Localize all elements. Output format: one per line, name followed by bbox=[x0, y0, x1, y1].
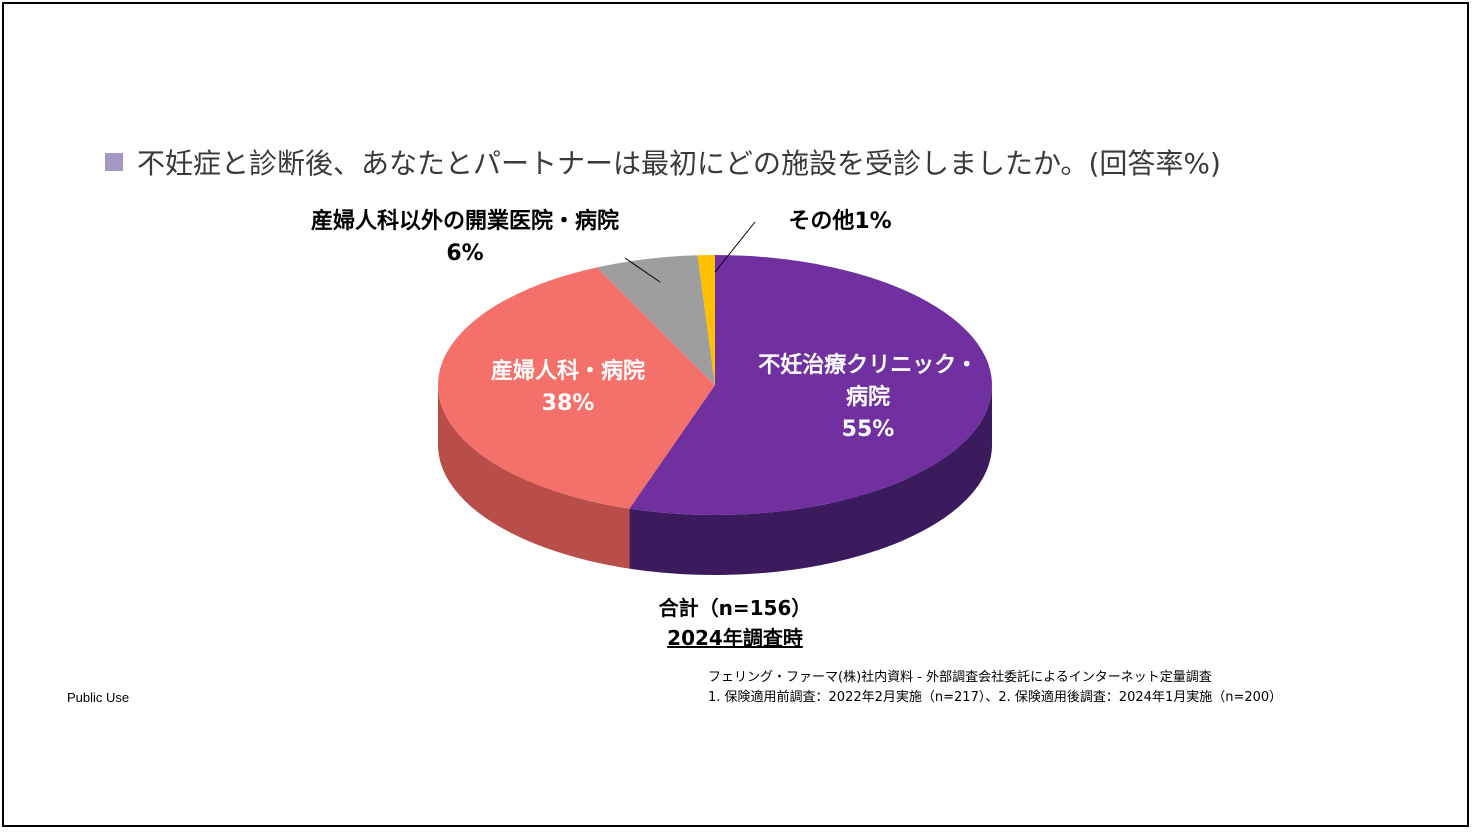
pie-side-1 bbox=[438, 385, 630, 569]
source-line-2: 1. 保険適用前調査：2022年2月実施（n=217）、2. 保険適用後調査：2… bbox=[708, 690, 1283, 705]
chart-caption-total: 合計（n=156） bbox=[658, 596, 812, 620]
source-note: フェリング・ファーマ(株)社内資料 - 外部調査会社委託によるインターネット定量… bbox=[708, 668, 1282, 708]
leader-line-other-clinic bbox=[624, 257, 661, 283]
pie-slice-2 bbox=[597, 255, 715, 385]
pie-slice-0 bbox=[629, 255, 992, 515]
slice-label-0-line-0: 不妊治療クリニック・ bbox=[758, 352, 978, 378]
chart-caption-year: 2024年調査時 bbox=[667, 626, 803, 650]
chart-title-row: 不妊症と診断後、あなたとパートナーは最初にどの施設を受診しましたか。(回答率%) bbox=[105, 140, 1221, 184]
footer-public-use: Public Use bbox=[67, 690, 130, 705]
leader-line-other bbox=[714, 221, 756, 273]
pie-side-0 bbox=[629, 385, 992, 575]
slice-value-2: 6% bbox=[446, 241, 483, 266]
slice-label-0-line-1: 病院 bbox=[846, 384, 890, 410]
pie-slice-1 bbox=[438, 267, 715, 509]
pie-slice-3 bbox=[697, 255, 715, 385]
source-line-1: フェリング・ファーマ(株)社内資料 - 外部調査会社委託によるインターネット定量… bbox=[708, 670, 1212, 685]
slice-value-0: 55% bbox=[842, 417, 895, 442]
slice-value-1: 38% bbox=[542, 391, 595, 416]
slice-label-2-line-0: 産婦人科以外の開業医院・病院 bbox=[311, 208, 619, 234]
chart-title: 不妊症と診断後、あなたとパートナーは最初にどの施設を受診しましたか。(回答率%) bbox=[137, 147, 1221, 180]
square-bullet-icon bbox=[105, 153, 123, 171]
slice-label-1-line-0: 産婦人科・病院 bbox=[491, 358, 645, 384]
slice-label-3-line-0: その他1% bbox=[788, 209, 891, 234]
